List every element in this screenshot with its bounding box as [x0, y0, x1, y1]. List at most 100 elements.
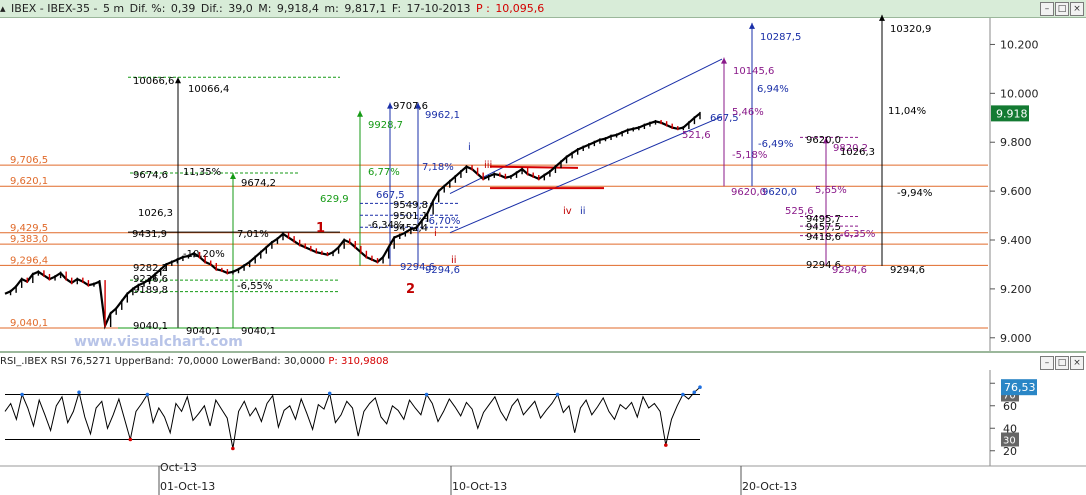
lower-band-value: 30,0000	[283, 356, 326, 367]
watermark: www.visualchart.com	[74, 334, 243, 350]
annotation-label: -6,34%	[368, 220, 403, 231]
annotation-label: 9040,1	[133, 321, 168, 332]
annotation-label: 9189,8	[133, 285, 168, 296]
annotation-label: 11,04%	[888, 106, 926, 117]
level-label: 9,620,1	[10, 176, 48, 187]
annotation-label: 9294,6	[425, 265, 460, 276]
rsi-p-label: P:	[328, 356, 338, 367]
annotation-label: 9928,7	[368, 120, 403, 131]
channel-upper-line	[449, 58, 723, 195]
annotation-label: 5,65%	[815, 185, 847, 196]
max-label: M:	[258, 2, 272, 15]
annotation-label: 5,46%	[732, 107, 764, 118]
diff-pct-label: Dif. %:	[129, 2, 166, 15]
annotation-label: 10066,6	[133, 76, 174, 87]
rsi-value: 76,5271	[70, 356, 112, 367]
annotation-label: -5,18%	[732, 150, 767, 161]
minimize-icon: –	[1044, 358, 1050, 368]
annotation-label: 9674,2	[241, 178, 276, 189]
annotation-label: 10287,5	[760, 32, 801, 43]
annotation-label: 11,35%	[183, 167, 221, 178]
diff-abs-value: 39,0	[228, 2, 253, 15]
price-value: 10,095,6	[495, 2, 545, 15]
annotation-label: 9620,0	[731, 187, 766, 198]
arrow-head-icon	[357, 110, 363, 117]
maximize-button[interactable]: □	[1055, 2, 1069, 16]
upper-band-value: 70,0000	[177, 356, 219, 367]
wave-label: iii	[484, 160, 492, 171]
wave-label: 1	[316, 221, 325, 236]
annotation-label: 9674,6	[133, 170, 168, 181]
y-tick-label: 10.200	[1000, 38, 1039, 51]
wave-label: iv	[563, 206, 572, 217]
annotation-label: 9294,6	[832, 265, 867, 276]
wave-label: i	[468, 142, 471, 153]
close-icon: ×	[1073, 358, 1081, 368]
annotation-label: 10320,9	[890, 24, 931, 35]
arrow-head-icon	[387, 102, 393, 109]
annotation-label: 9820,2	[833, 143, 868, 154]
annotation-label: -6,70%	[425, 216, 460, 227]
instrument-name: IBEX - IBEX-35 -	[11, 2, 98, 15]
annotation-label: 9040,1	[186, 326, 221, 337]
diff-pct-value: 0,39	[170, 2, 196, 15]
annotation-label: 9501,1	[393, 211, 428, 222]
last-price-badge	[991, 105, 1029, 122]
annotation-label: 10145,6	[733, 66, 774, 77]
price-plot-area	[0, 18, 990, 352]
rsi-minimize-button[interactable]: –	[1040, 356, 1054, 370]
annotation-label: -10,20%	[183, 249, 225, 260]
annotation-label: 6,94%	[757, 84, 789, 95]
price-label: P :	[475, 2, 490, 15]
y-tick-label: 9.600	[1000, 185, 1032, 198]
arrow-head-icon	[749, 22, 755, 29]
arrow-head-icon	[823, 137, 829, 144]
rsi-maximize-button[interactable]: □	[1055, 356, 1069, 370]
last-price-label: 9.918	[996, 107, 1028, 120]
annotation-label: 1026,3	[840, 147, 875, 158]
y-tick-label: 9.400	[1000, 234, 1032, 247]
wave-label: i	[434, 228, 437, 239]
wave-label: ii	[451, 255, 457, 266]
diff-abs-label: Dif.:	[200, 2, 223, 15]
close-button[interactable]: ×	[1070, 2, 1084, 16]
y-tick-label: 10.000	[1000, 87, 1039, 100]
arrow-head-icon	[230, 173, 236, 180]
annotation-label: 9620,0	[762, 187, 797, 198]
range-top-line	[489, 165, 579, 169]
annotation-label: 9294,6	[400, 262, 435, 273]
wave-label: ii	[580, 206, 586, 217]
level-label: 9,706,5	[10, 155, 48, 166]
annotation-label: 6,77%	[368, 167, 400, 178]
level-label: 9,429,5	[10, 223, 48, 234]
y-tick-label: 9.800	[1000, 136, 1032, 149]
menu-arrow-icon[interactable]: ▴	[0, 2, 6, 15]
arrow-head-icon	[415, 102, 421, 109]
annotation-label: 1026,3	[138, 208, 173, 219]
lower-band-label: LowerBand:	[221, 356, 281, 367]
level-label: 9,296,4	[10, 255, 48, 266]
annotation-label: 521,6	[682, 130, 711, 141]
annotation-label: -6,49%	[758, 139, 793, 150]
annotation-label: -9,94%	[897, 188, 932, 199]
annotation-label: 9431,9	[132, 229, 167, 240]
rsi-p-value: 310,9808	[340, 356, 389, 367]
date-value: 17-10-2013	[406, 2, 471, 15]
annotation-label: 7,01%	[237, 229, 269, 240]
maximize-icon: □	[1057, 4, 1067, 14]
annotation-label: 9457,5	[806, 222, 841, 233]
annotation-label: 9962,1	[425, 110, 460, 121]
annotation-label: 9040,1	[241, 326, 276, 337]
annotation-label: 9294,6	[806, 260, 841, 271]
level-label: 9,040,1	[10, 318, 48, 329]
min-label: m:	[324, 2, 339, 15]
rsi-close-button[interactable]: ×	[1070, 356, 1084, 370]
arrow-head-icon	[721, 57, 727, 64]
rsi-header: RSI_.IBEX RSI 76,5271 UpperBand: 70,0000…	[0, 355, 389, 369]
annotation-label: 525,6	[785, 206, 814, 217]
max-value: 9,918,4	[276, 2, 319, 15]
arrow-head-icon	[879, 14, 885, 21]
minimize-button[interactable]: –	[1040, 2, 1054, 16]
